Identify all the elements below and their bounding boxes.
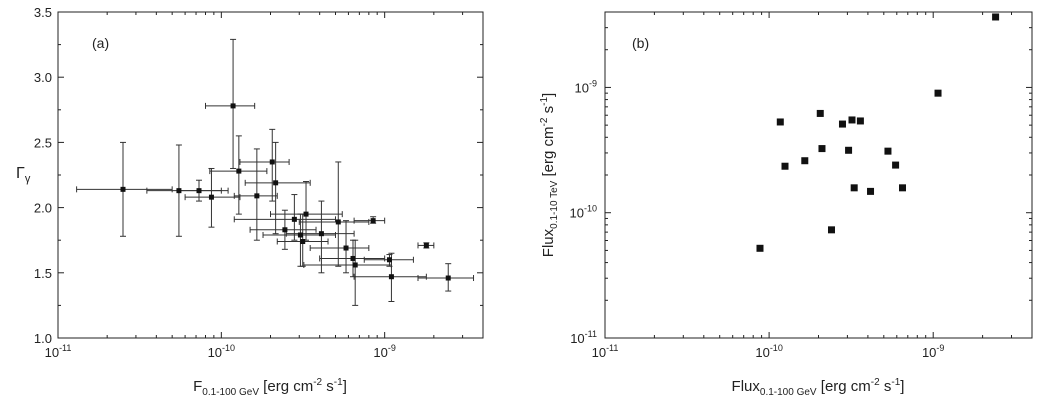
panel-b-point [816, 109, 824, 117]
panel-a-point [254, 193, 260, 199]
panel-a-axes-frame [57, 11, 484, 339]
panel-b-point [848, 116, 856, 124]
panel-b-xtick-label: 10-11 [592, 343, 619, 360]
panel-a-ytick-label: 3.0 [34, 70, 52, 85]
panel-a-points [120, 103, 451, 281]
panel-b-ytick-label: 10-9 [575, 78, 597, 95]
panel-a-point [196, 188, 202, 194]
panel-a-point [120, 186, 126, 192]
panel-a-point [335, 219, 341, 225]
panel-a-ytick-label: 1.5 [34, 266, 52, 281]
panel-a-point [176, 188, 182, 194]
panel-b-point [818, 145, 826, 153]
panel-b-point [934, 89, 942, 97]
panel-a-xtick-label: 10-11 [45, 343, 72, 360]
panel-b-point [992, 13, 1000, 21]
panel-b-point [884, 147, 892, 155]
panel-b-point [892, 161, 900, 169]
panel-b-point [838, 120, 846, 128]
panel-b-ytick-label: 10-10 [570, 204, 597, 221]
panel-a-point [273, 180, 279, 186]
panel-b-label: (b) [632, 35, 649, 51]
panel-b-point [850, 184, 858, 192]
panel-a-point [236, 168, 242, 174]
panel-a-point [370, 218, 376, 224]
panel-a-point [269, 159, 275, 165]
panel-a-point [318, 231, 324, 237]
panel-a-point [291, 216, 297, 222]
panel-a-point [230, 103, 236, 109]
panel-a-errorbars [76, 38, 475, 306]
panel-b-xtick-label: 10-10 [755, 343, 782, 360]
panel-b-point [827, 226, 835, 234]
panel-a-label: (a) [92, 35, 109, 51]
panel-a-ylabel: Γγ [16, 165, 31, 185]
panel-a-xlabel: F0.1-100 GeV [erg cm-2 s-1] [193, 377, 347, 398]
panel-b-point [801, 157, 809, 165]
panel-a-ticks: 10-11 10-10 10-9 1.0 1.5 2.0 2.5 3.0 3.5 [34, 5, 483, 360]
panel-a-point [388, 274, 394, 280]
panel-b-points [756, 13, 1000, 252]
panel-a-xtick-label: 10-10 [208, 343, 235, 360]
panel-b-point [781, 162, 789, 170]
panel-b-ytick-label: 10-11 [570, 329, 597, 346]
panel-b-point [776, 118, 784, 126]
panel-a-point [350, 255, 356, 261]
panel-a-point [445, 275, 451, 281]
panel-b-point [856, 117, 864, 125]
panel-a-ytick-label: 2.5 [34, 135, 52, 150]
panel-a-point [297, 232, 303, 238]
panel-a-point [386, 257, 392, 263]
panel-a-point [300, 239, 306, 245]
panel-a-ytick-label: 1.0 [34, 331, 52, 346]
panel-b-xlabel: Flux0.1-100 GeV [erg cm-2 s-1] [732, 377, 905, 398]
panel-a: 10-11 10-10 10-91.01.52.02.53.03.5 (a) Γγ … [16, 5, 484, 398]
panel-b-point [867, 187, 875, 195]
panel-b: 10-11 10-10 10-9 10-11 10-10 10-9 (b) Flux0.1… [539, 11, 1033, 398]
panel-a-point [282, 227, 288, 233]
panel-a-point [208, 194, 214, 200]
panel-b-xtick-label: 10-9 [922, 343, 944, 360]
panel-a-point [423, 242, 429, 248]
panel-a-ytick-label: 2.0 [34, 201, 52, 216]
panel-b-ylabel: Flux0.1-10 TeV [erg cm-2 s-1] [539, 93, 560, 257]
panel-b-point [756, 244, 764, 252]
panel-a-point [352, 262, 358, 268]
panel-b-axes-frame [604, 11, 1033, 339]
panel-a-point [343, 245, 349, 251]
panel-a-xtick-label: 10-9 [373, 343, 395, 360]
panel-a-ytick-label: 3.5 [34, 5, 52, 20]
panel-b-point [899, 184, 907, 192]
panel-b-point [845, 146, 853, 154]
panel-b-ticks: 10-11 10-10 10-9 10-11 10-10 10-9 [570, 12, 1032, 360]
panel-a-point [303, 211, 309, 217]
